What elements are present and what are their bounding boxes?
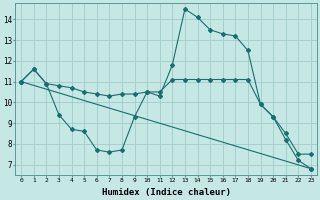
X-axis label: Humidex (Indice chaleur): Humidex (Indice chaleur) — [101, 188, 230, 197]
